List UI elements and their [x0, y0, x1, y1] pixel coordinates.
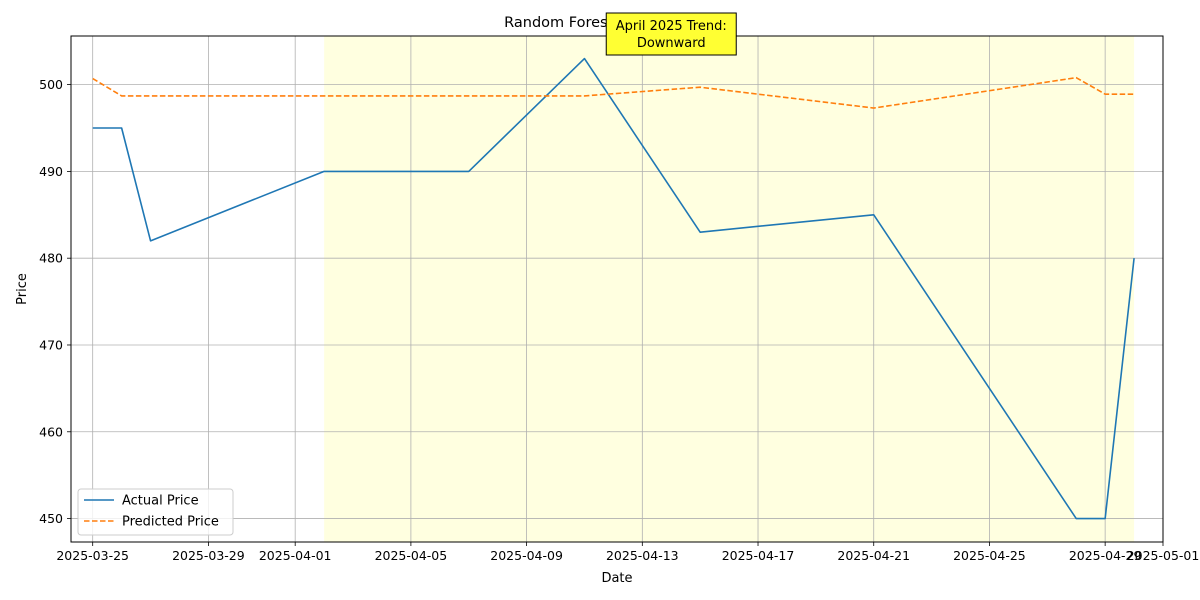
- series-lines: [92, 57, 1135, 520]
- y-tick-label: 470: [39, 337, 63, 352]
- y-tick-label: 450: [39, 511, 63, 526]
- annotation-line-1: April 2025 Trend:: [616, 19, 727, 34]
- y-tick-label: 500: [39, 77, 63, 92]
- y-axis-title: Price: [15, 273, 30, 305]
- y-tick-label: 460: [39, 424, 63, 439]
- legend-label-predicted: Predicted Price: [122, 515, 219, 530]
- x-tick-label: 2025-03-29: [172, 548, 245, 563]
- x-tick-label: 2025-04-13: [606, 548, 679, 563]
- x-tick-label: 2025-05-01: [1127, 548, 1200, 563]
- legend: Actual Price Predicted Price: [77, 488, 234, 536]
- trend-annotation: April 2025 Trend: Downward: [605, 12, 737, 56]
- series-line-predicted: [92, 76, 1135, 109]
- y-tick-label: 480: [39, 251, 63, 266]
- annotation-box: [605, 12, 737, 56]
- highlight-region: [324, 36, 1135, 542]
- x-tick-label: 2025-04-01: [259, 548, 332, 563]
- legend-box: [77, 488, 234, 536]
- legend-label-actual: Actual Price: [122, 494, 199, 509]
- y-tick-label: 490: [39, 164, 63, 179]
- x-tick-label: 2025-04-25: [953, 548, 1026, 563]
- x-tick-label: 2025-03-25: [56, 548, 129, 563]
- x-tick-label: 2025-04-17: [722, 548, 795, 563]
- x-tick-label: 2025-04-09: [490, 548, 563, 563]
- series-line-actual: [92, 57, 1135, 520]
- highlight-span: [324, 36, 1135, 542]
- x-axis-title: Date: [601, 571, 632, 586]
- annotation-line-2: Downward: [637, 36, 706, 51]
- y-axis: 450 460 470 480 490 500: [39, 77, 71, 526]
- x-tick-label: 2025-04-29: [1069, 548, 1142, 563]
- x-tick-label: 2025-04-05: [375, 548, 448, 563]
- x-axis: 2025-03-25 2025-03-29 2025-04-01 2025-04-05…: [56, 542, 1199, 563]
- x-tick-label: 2025-04-21: [837, 548, 910, 563]
